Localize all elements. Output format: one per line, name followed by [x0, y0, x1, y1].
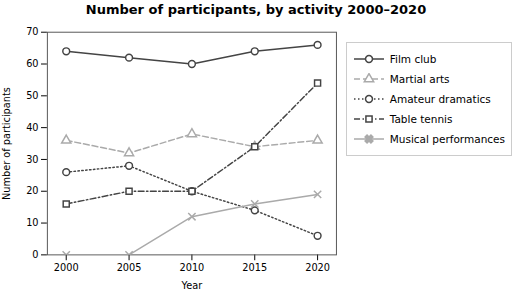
html-text:Amateur dramatics: Amateur dramatics	[389, 93, 491, 105]
svg-text:0: 0	[32, 249, 38, 260]
svg-text:2020: 2020	[305, 262, 330, 273]
html-text:Number of participants, by act: Number of participants, by activity 2000…	[85, 2, 427, 17]
svg-text:Year: Year	[181, 280, 204, 291]
svg-text:2000: 2000	[54, 262, 79, 273]
html-text:Table tennis: Table tennis	[389, 113, 453, 125]
svg-text:50: 50	[26, 90, 38, 101]
svg-text:2010: 2010	[179, 262, 204, 273]
svg-text:2005: 2005	[117, 262, 142, 273]
svg-text:10: 10	[26, 217, 38, 228]
svg-text:20: 20	[26, 185, 38, 196]
svg-text:60: 60	[26, 58, 38, 69]
svg-text:40: 40	[26, 122, 38, 133]
svg-text:70: 70	[26, 26, 38, 37]
html-text:Musical performances: Musical performances	[389, 133, 505, 145]
svg-text:2015: 2015	[242, 262, 267, 273]
html-text:Martial arts: Martial arts	[389, 73, 450, 85]
svg-text:Number of participants: Number of participants	[1, 87, 12, 200]
svg-text:30: 30	[26, 154, 38, 165]
html-text:Film club: Film club	[389, 53, 437, 65]
